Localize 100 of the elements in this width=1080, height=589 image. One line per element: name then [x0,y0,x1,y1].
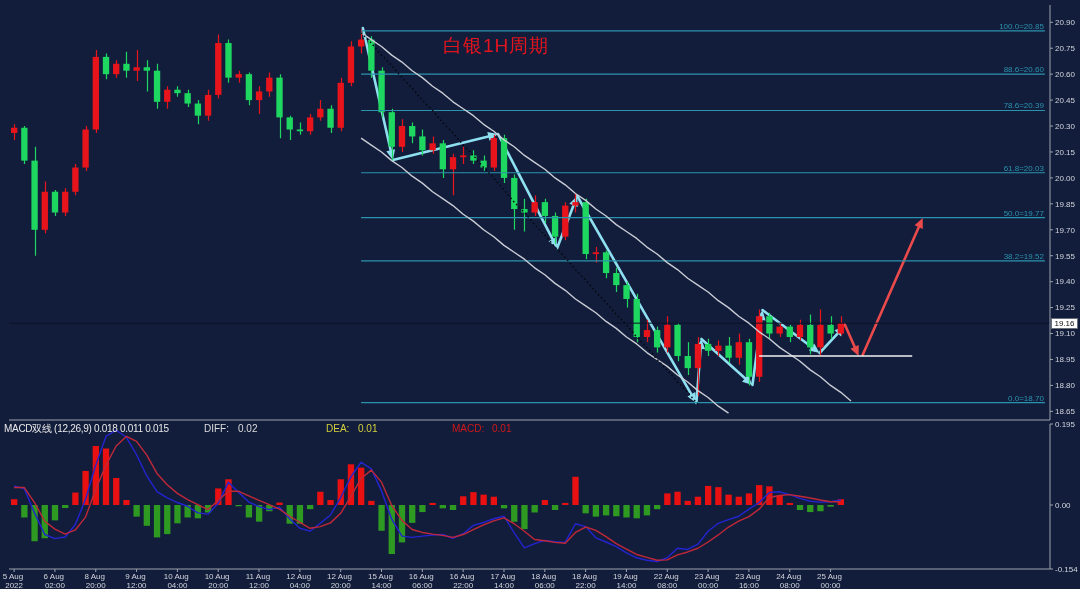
bar [164,505,171,535]
x-tick-label: 8 Aug 20:00 [84,572,108,589]
candlestick [204,89,212,122]
candlestick [255,85,263,115]
y-tick-label: 20.60 [1055,69,1076,79]
x-tick-label: 24 Aug 08:00 [776,572,804,589]
bar [623,505,630,518]
bar [490,496,497,506]
ref-line-label: 78.6=20.39 [1003,101,1045,111]
ref-line-label: 88.6=20.60 [1003,65,1045,75]
bar [643,505,651,516]
annotation: 0.01 [358,423,378,434]
bar [776,495,783,506]
candlestick [541,198,549,224]
bar [705,485,712,506]
x-tick-label: 9 Aug 12:00 [125,572,148,589]
text: 白银1H周期 [443,35,550,57]
y-tick-label: 19.55 [1055,251,1076,261]
bar [153,505,161,538]
y-tick-label: 18.95 [1055,355,1076,365]
y-tick-label: 18.65 [1055,407,1076,417]
candlestick [143,59,150,93]
y-tick-label: -0.154 [1055,564,1079,574]
x-tick-label: 18 Aug 22:00 [572,572,600,589]
x-tick-label: 10 Aug 04:00 [163,572,191,589]
bar [470,492,477,506]
y-tick-label: 19.70 [1055,225,1076,235]
x-tick-label: 25 Aug 00:00 [817,572,845,589]
candlestick [796,319,804,342]
bar [745,493,753,506]
x-tick-label: 23 Aug 16:00 [735,572,763,589]
y-tick-label: 20.15 [1055,147,1076,157]
bar [796,505,804,510]
annotation: DIFF: [204,423,229,434]
bar [582,505,589,514]
bar [592,505,600,517]
candlestick [194,99,202,125]
candlestick [419,128,426,157]
bar [807,505,814,513]
y-tick-label: 20.30 [1055,121,1076,131]
x-tick-label: 19 Aug 14:00 [612,572,641,589]
candlestick [133,49,140,82]
candlestick [398,118,406,153]
bar [429,502,436,506]
candlestick [735,332,742,366]
bar [562,502,569,506]
candlestick [306,113,314,136]
candlestick [807,313,814,355]
y-tick-label: 0.00 [1055,500,1072,510]
line-series [360,137,730,414]
chart-title: MACD双线 (12,26,9) 0.018 0.011 0.015 [4,423,169,434]
candlestick [643,319,651,343]
x-tick-label: 15 Aug 14:00 [367,572,396,589]
bar [21,505,28,518]
bar [460,496,467,506]
x-tick-label: 5 Aug 2022 [2,572,26,589]
candlestick [358,28,365,55]
candlestick [51,189,59,217]
candlestick [521,198,528,233]
candlestick [551,211,559,245]
x-tick-label: 16 Aug 06:00 [408,572,436,589]
bar [613,505,620,517]
bar [409,505,416,523]
candlestick [286,115,293,141]
bar [480,494,487,506]
candlestick [817,308,824,357]
bar [694,496,702,506]
bar [133,505,140,517]
bar [327,500,334,506]
x-tick-label: 11 Aug 12:00 [245,572,273,589]
bar [11,499,18,506]
candlestick [664,315,671,354]
candlestick [102,52,110,80]
bar [715,487,722,506]
candlestick [62,187,69,217]
y-tick-label: 18.80 [1055,381,1076,391]
bar [674,491,681,506]
ref-line-label: 61.8=20.03 [1003,163,1045,173]
bar [602,505,610,516]
x-tick-label: 18 Aug 06:00 [531,572,559,589]
candlestick [623,281,630,309]
y-tick-label: 0.195 [1055,419,1076,429]
candlestick [449,153,457,196]
candlestick [653,326,661,354]
bar [378,505,385,531]
bar [449,505,457,510]
x-tick-label: 10 Aug 20:00 [204,572,232,589]
bar [113,478,120,506]
x-tick-label: 22 Aug 08:00 [653,572,681,589]
bar [143,505,150,526]
bar [786,502,793,506]
y-tick-label: 19.40 [1055,277,1076,287]
bar [633,505,640,519]
bar [551,505,559,510]
y-tick-label: 19.10 [1055,329,1076,339]
bar [725,494,732,506]
bar [317,491,324,506]
bar [521,505,528,530]
x-tick-label: 17 Aug 14:00 [490,572,518,589]
candlestick [164,85,171,110]
